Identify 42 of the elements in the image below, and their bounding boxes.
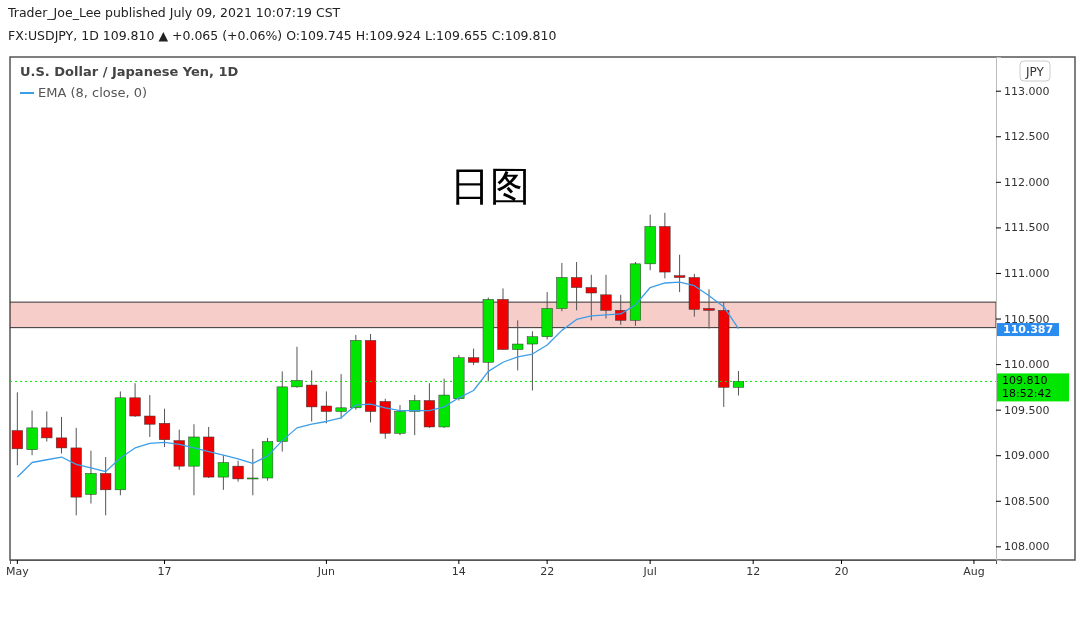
y-tick-label: 108.000	[1004, 540, 1050, 554]
text: JPY	[1025, 65, 1045, 79]
candlestick	[232, 460, 244, 483]
y-tick-label: 111.000	[1004, 266, 1050, 280]
candlestick	[158, 408, 171, 448]
candlestick	[100, 456, 112, 516]
x-tick-label: 22	[540, 564, 555, 578]
candlestick	[26, 410, 38, 456]
x-tick-label: 17	[157, 564, 172, 578]
y-tick-label: 113.000	[1004, 84, 1050, 98]
candlestick	[144, 394, 156, 438]
annotation: 日图	[450, 163, 530, 209]
text: U.S. Dollar / Japanese Yen, 1D	[20, 64, 239, 79]
legend-label: EMA (8, close, 0)	[38, 85, 148, 100]
x-tick-label: May	[5, 564, 30, 578]
y-tick-label: 111.500	[1004, 221, 1050, 235]
candlestick	[217, 454, 229, 491]
candlestick	[85, 450, 97, 504]
y-tick-label: 109.500	[1004, 403, 1050, 417]
y-tick-label: 110.000	[1004, 358, 1050, 372]
x-tick-label: Jul	[642, 564, 657, 578]
y-tick-label: 109.000	[1004, 449, 1050, 463]
y-tick-label: 112.500	[1004, 130, 1050, 144]
y-tick-label: 112.000	[1004, 175, 1050, 189]
x-tick-label: Aug	[963, 564, 985, 578]
candlestick	[247, 448, 259, 496]
candlestick	[306, 369, 318, 422]
candlestick	[394, 404, 406, 436]
x-tick-label: Jun	[316, 564, 336, 578]
text: Trader_Joe_Lee published July 09, 2021 10:07:19 CST	[7, 5, 341, 20]
candlestick	[320, 390, 332, 424]
candlestick	[41, 410, 53, 443]
chart-subtitle: FX:USDJPY, 1D 109.810 ▲ +0.065 (+0.06%) O:109.745 H:109.924 L:109.655 C:109.810	[8, 28, 557, 43]
candlestick	[409, 394, 421, 436]
x-tick-label: 14	[451, 564, 466, 578]
y-tick-label: 108.500	[1004, 494, 1050, 508]
candlestick	[674, 254, 686, 293]
candlestick	[55, 416, 68, 454]
x-tick-label: 12	[746, 564, 761, 578]
ref-line-label: 109.810 18:52:42	[1002, 374, 1052, 401]
x-tick-label: 20	[834, 564, 849, 578]
candlestick	[129, 382, 141, 418]
